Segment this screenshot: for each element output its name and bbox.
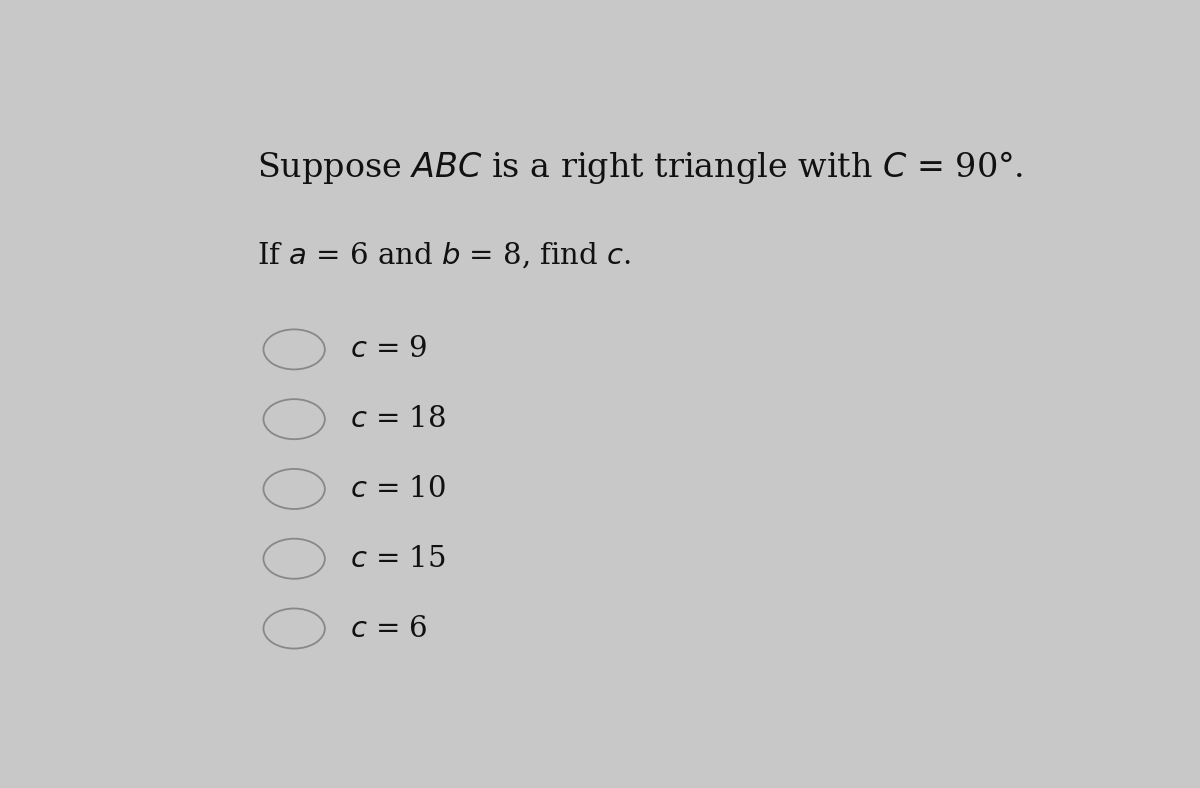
Text: Suppose $\mathit{ABC}$ is a right triangle with $\mathit{C}$ = 90°.: Suppose $\mathit{ABC}$ is a right triang…: [257, 149, 1024, 186]
Text: $\mathit{c}$ = 18: $\mathit{c}$ = 18: [350, 405, 446, 433]
Text: $\mathit{c}$ = 6: $\mathit{c}$ = 6: [350, 615, 427, 642]
Text: If $\mathit{a}$ = 6 and $\mathit{b}$ = 8, find $\mathit{c}$.: If $\mathit{a}$ = 6 and $\mathit{b}$ = 8…: [257, 240, 631, 270]
Text: $\mathit{c}$ = 9: $\mathit{c}$ = 9: [350, 336, 427, 363]
Text: $\mathit{c}$ = 10: $\mathit{c}$ = 10: [350, 475, 446, 503]
Text: $\mathit{c}$ = 15: $\mathit{c}$ = 15: [350, 545, 445, 573]
